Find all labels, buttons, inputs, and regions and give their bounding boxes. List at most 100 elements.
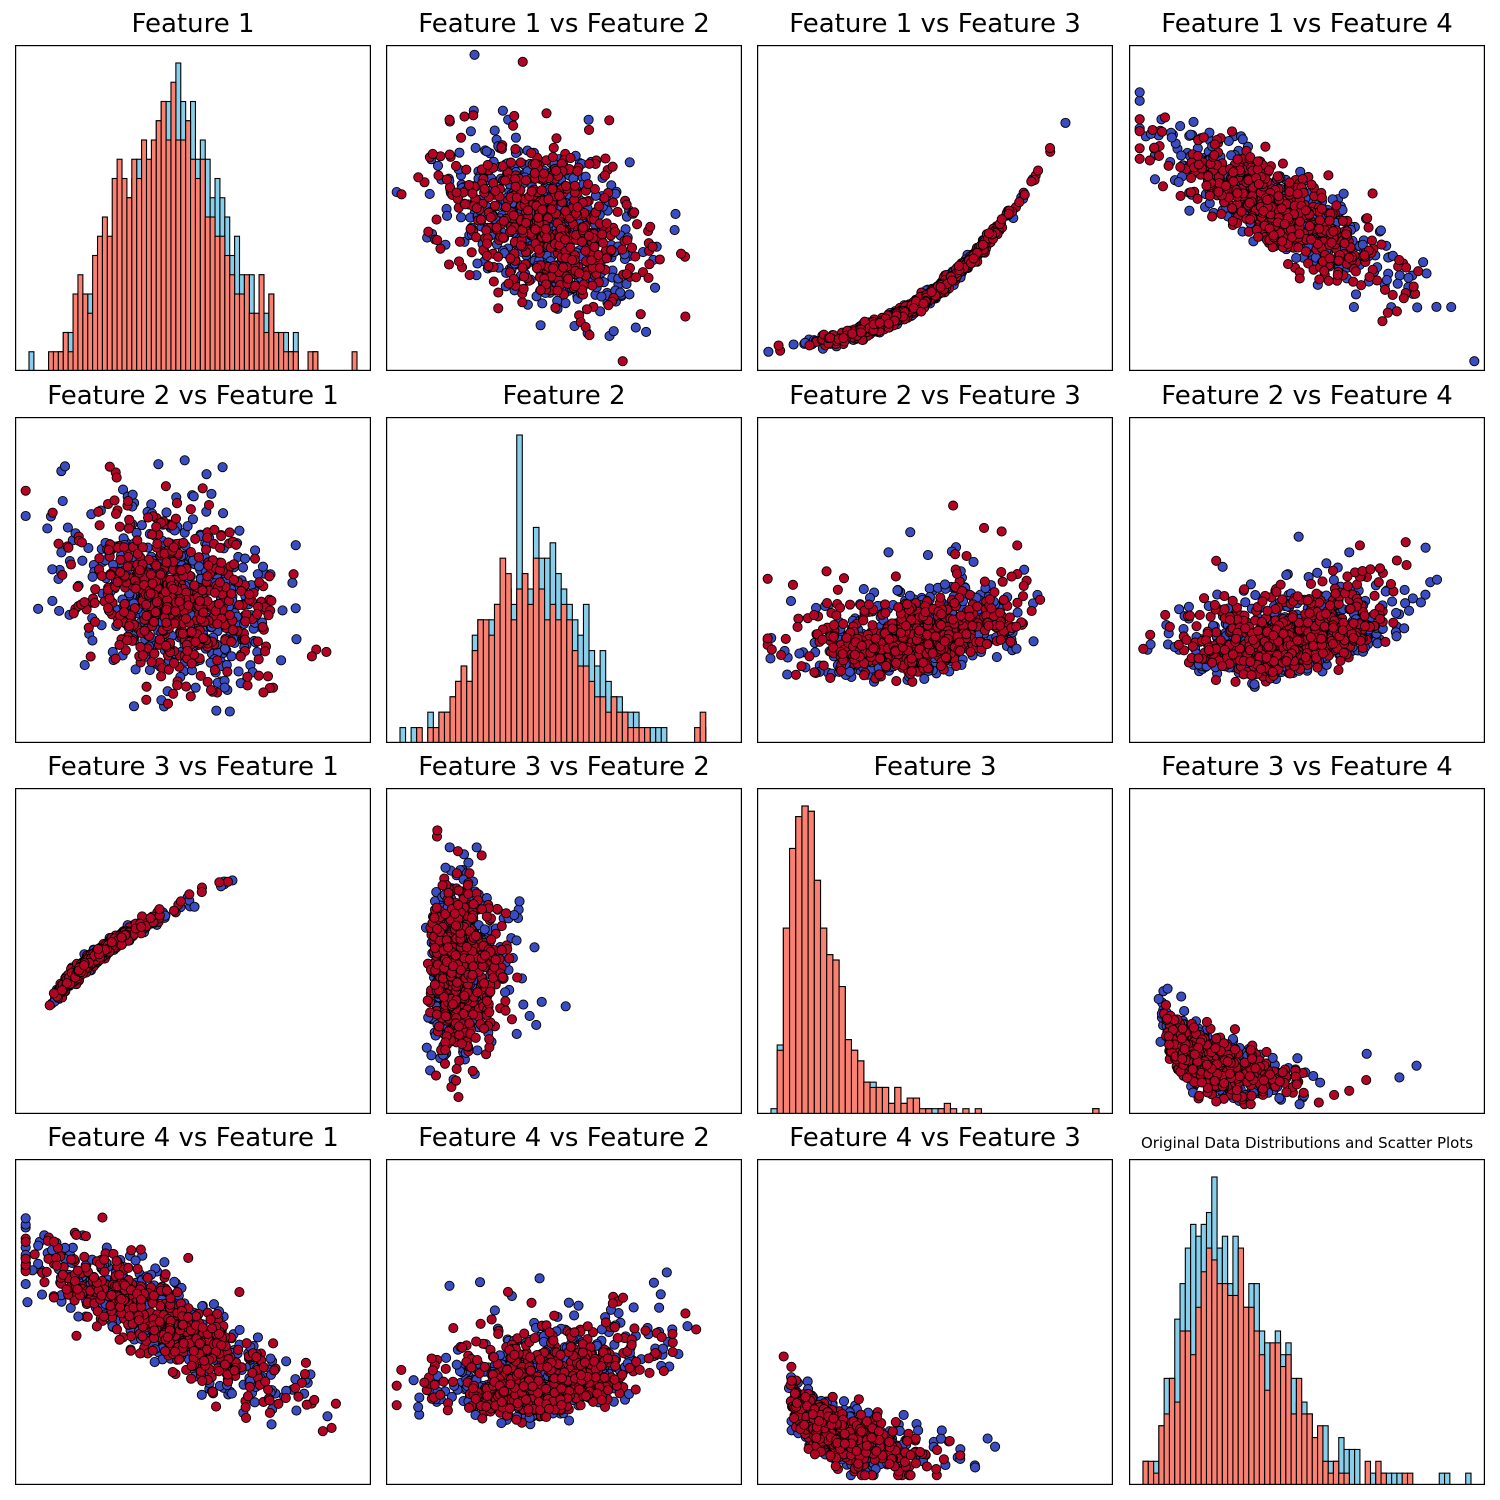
scatter-point xyxy=(188,491,199,502)
scatter-point xyxy=(226,651,237,662)
scatter-point xyxy=(1014,197,1025,208)
histogram-bar xyxy=(610,696,618,743)
scatter-point xyxy=(252,569,263,580)
axes-frame xyxy=(15,45,371,371)
scatter-point xyxy=(59,461,71,472)
histogram-panel xyxy=(1129,1159,1485,1485)
scatter-point xyxy=(608,197,619,208)
histogram-bar xyxy=(549,603,557,743)
scatter-point xyxy=(785,596,797,607)
histogram-bar xyxy=(699,711,707,743)
histogram-bar xyxy=(1380,1472,1387,1485)
scatter-point xyxy=(93,506,104,517)
scatter-point xyxy=(174,596,185,607)
scatter-point xyxy=(120,645,131,656)
histogram-bar xyxy=(101,216,108,371)
scatter-point xyxy=(1003,208,1014,219)
scatter-point xyxy=(503,278,514,289)
scatter-point xyxy=(491,222,502,233)
scatter-point xyxy=(33,603,44,614)
scatter-point xyxy=(883,318,894,329)
scatter-point xyxy=(290,603,301,614)
scatter-point xyxy=(763,346,774,357)
scatter-point xyxy=(654,254,665,265)
histogram-bar xyxy=(145,158,152,371)
scatter-point xyxy=(1326,237,1337,248)
scatter-point xyxy=(1258,206,1269,217)
scatter-point xyxy=(891,676,902,687)
histogram-bar xyxy=(807,810,815,1114)
scatter-point xyxy=(214,598,225,609)
scatter-point xyxy=(584,158,595,169)
histogram-bar xyxy=(1205,1247,1213,1485)
scatter-point xyxy=(607,161,618,172)
axes-frame xyxy=(386,45,742,371)
scatter-point xyxy=(547,183,558,194)
scatter-point xyxy=(103,603,114,614)
scatter-point xyxy=(1319,265,1330,277)
scatter-panel xyxy=(15,417,371,743)
scatter-point xyxy=(510,132,521,143)
scatter-point xyxy=(1176,150,1187,161)
scatter-point xyxy=(493,287,504,298)
scatter-point xyxy=(630,272,642,283)
histogram-bar xyxy=(204,216,211,371)
scatter-point xyxy=(991,651,1002,663)
scatter-point xyxy=(104,461,115,472)
histogram-bar xyxy=(1396,1472,1403,1485)
scatter-point xyxy=(599,170,611,181)
scatter-point xyxy=(1276,203,1287,214)
scatter-point xyxy=(185,504,196,515)
histogram-bar xyxy=(160,100,167,371)
scatter-point xyxy=(531,262,542,273)
scatter-point xyxy=(968,253,979,264)
histogram-bar xyxy=(632,727,640,743)
scatter-point xyxy=(1193,159,1204,170)
scatter-point xyxy=(498,215,509,226)
histogram-bar xyxy=(1401,1472,1409,1485)
scatter-point xyxy=(609,226,621,237)
scatter-point xyxy=(1314,223,1325,234)
axes-frame xyxy=(15,417,371,743)
scatter-point xyxy=(181,681,192,692)
histogram-bar xyxy=(1443,1472,1451,1485)
scatter-point xyxy=(1252,156,1263,167)
scatter-point xyxy=(1300,246,1311,257)
scatter-point xyxy=(1263,165,1275,176)
scatter-point xyxy=(212,618,223,629)
scatter-point xyxy=(1226,203,1238,214)
axes-frame xyxy=(1129,45,1485,371)
scatter-point xyxy=(1226,126,1238,137)
scatter-point xyxy=(517,262,528,273)
panel-title: Feature 1 xyxy=(131,9,255,39)
scatter-point xyxy=(224,527,235,538)
histogram-bar xyxy=(1190,1354,1197,1485)
scatter-point xyxy=(171,498,183,509)
scatter-point xyxy=(782,669,793,680)
scatter-point xyxy=(522,205,534,216)
scatter-point xyxy=(641,326,652,338)
histogram-bar xyxy=(1338,1472,1345,1485)
scatter-point xyxy=(968,556,979,567)
scatter-point xyxy=(951,568,963,579)
scatter-point xyxy=(550,302,561,313)
scatter-point xyxy=(1134,126,1145,137)
panel-title: Feature 1 vs Feature 3 xyxy=(789,9,1081,39)
scatter-point xyxy=(1350,266,1361,277)
scatter-point xyxy=(186,626,197,637)
scatter-point xyxy=(546,204,557,215)
histogram-bar xyxy=(819,927,828,1114)
histogram-bar xyxy=(72,293,79,371)
histogram-bar xyxy=(28,351,35,371)
scatter-point xyxy=(1185,187,1196,198)
histogram-bar xyxy=(1385,1472,1393,1485)
scatter-point xyxy=(1446,301,1457,313)
scatter-point xyxy=(481,146,492,157)
scatter-point xyxy=(258,687,269,698)
scatter-point xyxy=(650,282,661,293)
scatter-point xyxy=(1147,124,1158,136)
scatter-point xyxy=(599,192,610,203)
scatter-point xyxy=(1277,158,1288,169)
scatter-point xyxy=(1421,268,1432,279)
scatter-point xyxy=(518,271,530,282)
